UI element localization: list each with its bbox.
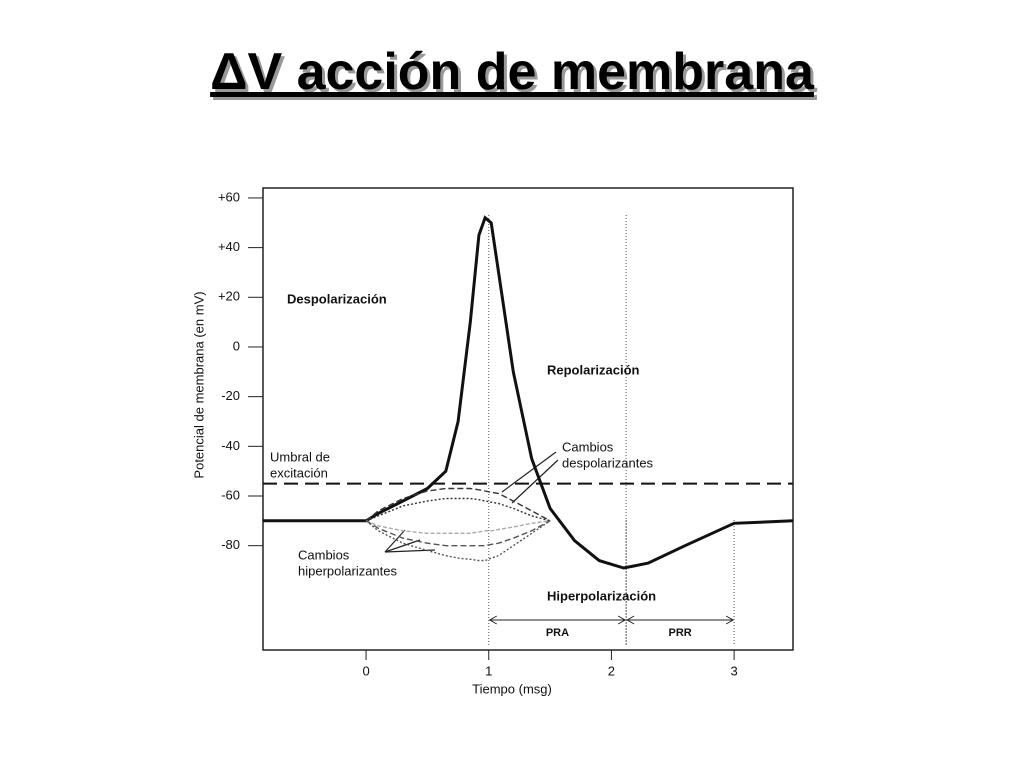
- y-tick-label: -60: [221, 487, 240, 502]
- plot-frame: [262, 187, 794, 651]
- x-axis-label: Tiempo (msg): [472, 681, 552, 696]
- period-label: PRA: [546, 627, 569, 639]
- series-line: [365, 520, 551, 534]
- annotation: Umbral de: [270, 449, 330, 464]
- y-axis-label: Potencial de membrana (en mV): [191, 291, 206, 478]
- y-tick-label: +40: [218, 239, 240, 254]
- x-tick-label: 1: [485, 663, 492, 678]
- annotation: hiperpolarizantes: [298, 563, 398, 578]
- period-label: PRR: [669, 627, 692, 639]
- annotation: despolarizantes: [562, 455, 654, 470]
- annotation: Cambios: [298, 547, 350, 562]
- y-tick-label: -80: [221, 537, 240, 552]
- x-tick-label: 0: [362, 663, 369, 678]
- series-line: [365, 520, 551, 547]
- annotation: excitación: [270, 465, 328, 480]
- series-line: [365, 487, 551, 522]
- series-line: [263, 215, 794, 570]
- y-tick-label: 0: [233, 338, 240, 353]
- arrow-head: [488, 615, 627, 625]
- annotation: Hiperpolarización: [547, 588, 656, 603]
- series-line: [365, 520, 551, 562]
- arrow-head: [626, 615, 735, 625]
- y-tick-label: +60: [218, 189, 240, 204]
- annotation: Repolarización: [547, 362, 640, 377]
- annotation: Cambios: [562, 439, 614, 454]
- y-tick-label: -40: [221, 438, 240, 453]
- slide-title: ΔV acción de membrana: [210, 43, 814, 101]
- y-tick-label: +20: [218, 289, 240, 304]
- arrows: [384, 451, 559, 553]
- x-tick-label: 3: [730, 663, 737, 678]
- x-tick-label: 2: [608, 663, 615, 678]
- series-line: [365, 497, 551, 522]
- y-tick-label: -20: [221, 388, 240, 403]
- chart: Potencial de membrana (en mV) Tiempo (ms…: [191, 187, 794, 696]
- annotation: Despolarización: [287, 291, 387, 306]
